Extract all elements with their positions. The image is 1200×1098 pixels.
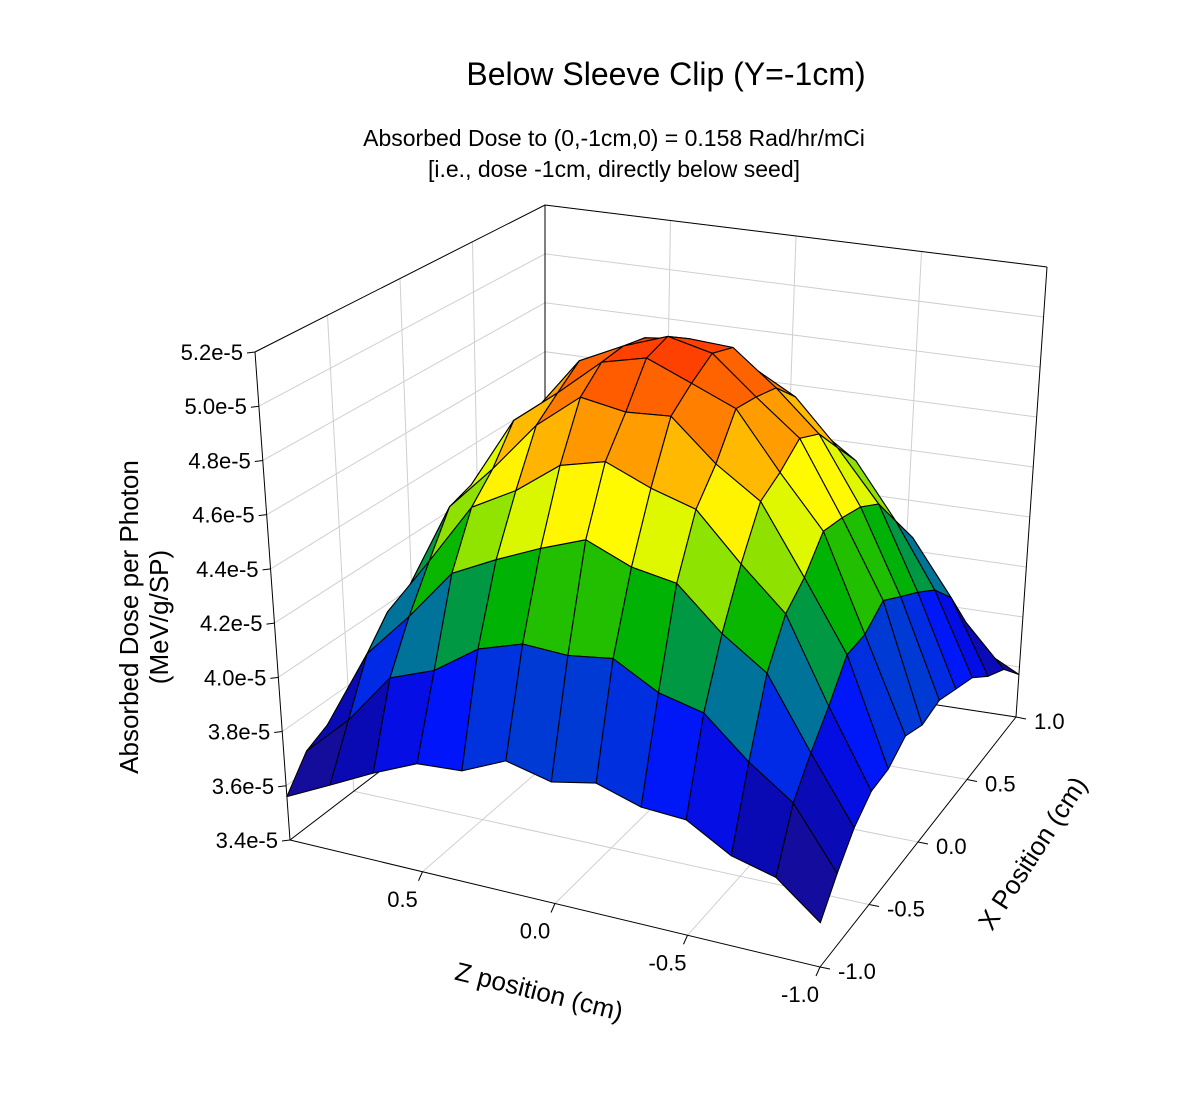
z-tick-label: -1.0 xyxy=(781,982,819,1007)
z-tick xyxy=(550,903,556,913)
z-tick xyxy=(815,966,821,977)
y-tick-label: 3.6e-5 xyxy=(212,774,274,799)
y-tick-label: 4.6e-5 xyxy=(192,503,254,528)
z-axis-label: Z position (cm) xyxy=(452,956,626,1027)
x-tick-label: 0.5 xyxy=(985,772,1016,797)
y-tick xyxy=(266,622,275,625)
y-tick-label: 3.8e-5 xyxy=(208,720,270,745)
box-edge xyxy=(254,204,1048,353)
y-tick-label: 3.4e-5 xyxy=(216,828,278,853)
y-tick-label: 4.0e-5 xyxy=(204,665,266,690)
y-axis-label-line-1: Absorbed Dose per Photon xyxy=(114,460,144,774)
y-tick xyxy=(262,568,271,571)
surface-cell xyxy=(775,802,838,924)
y-tick xyxy=(254,459,263,462)
y-tick-label: 5.0e-5 xyxy=(184,394,246,419)
chart-subtitle-line-1: Absorbed Dose to (0,-1cm,0) = 0.158 Rad/… xyxy=(363,125,865,151)
y-tick xyxy=(274,731,283,734)
y-tick xyxy=(250,405,259,408)
z-tick-label: 0.0 xyxy=(520,919,551,944)
x-tick xyxy=(917,841,929,845)
y-axis-label-line-2: (MeV/g/SP) xyxy=(144,550,174,684)
axes: 3.4e-5 3.6e-5 3.8e-5 4.0e-5 4.2e-5 4.4e-5 4.6e… xyxy=(181,340,1065,1007)
y-tick-label: 5.2e-5 xyxy=(181,340,243,365)
z-tick-label: -0.5 xyxy=(649,950,687,975)
chart-title: Below Sleeve Clip (Y=-1cm) xyxy=(466,56,865,92)
box-edge xyxy=(254,351,291,841)
y-tick xyxy=(278,785,287,788)
x-tick-label: -0.5 xyxy=(887,897,925,922)
y-tick-label: 4.8e-5 xyxy=(188,448,250,473)
y-tick-label: 4.4e-5 xyxy=(196,557,258,582)
y-tick xyxy=(258,514,267,517)
x-tick xyxy=(868,904,880,907)
x-tick xyxy=(1015,716,1027,720)
z-tick-label: 0.5 xyxy=(387,887,418,912)
x-tick-label: -1.0 xyxy=(838,959,876,984)
x-tick xyxy=(966,779,978,782)
x-tick-label: 0.0 xyxy=(936,834,967,859)
z-tick xyxy=(418,871,423,881)
box-edge xyxy=(1015,266,1048,718)
x-tick-label: 1.0 xyxy=(1034,709,1065,734)
z-tick xyxy=(683,935,688,945)
x-tick xyxy=(819,966,831,970)
surface-mesh xyxy=(286,335,1020,924)
y-tick-label: 4.2e-5 xyxy=(200,611,262,636)
chart-subtitle-line-2: [i.e., dose -1cm, directly below seed] xyxy=(428,156,800,182)
y-tick xyxy=(246,351,256,354)
wall-gridline xyxy=(254,204,1048,353)
y-tick xyxy=(281,839,291,842)
y-tick xyxy=(270,676,279,679)
